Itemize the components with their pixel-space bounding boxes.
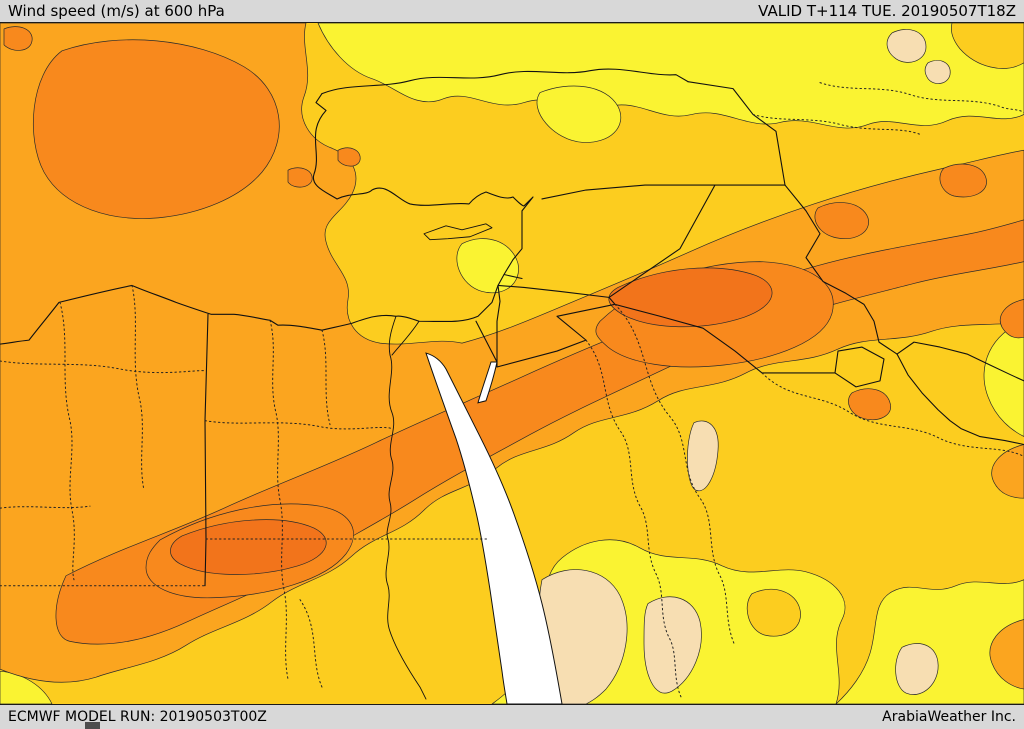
jordan-saudi-zigzag xyxy=(475,284,616,368)
header-bar: Wind speed (m/s) at 600 hPa VALID T+114 … xyxy=(0,0,1024,22)
contour-darkorange-topleft-spot xyxy=(3,26,33,51)
dotted-libya-egypt-admin xyxy=(0,284,393,680)
persian-gulf-south-coast xyxy=(896,353,1024,446)
contour-yellow-syria-patch xyxy=(456,238,519,294)
contour-deeporange-egypt-core xyxy=(170,519,327,575)
wind-speed-contour-map xyxy=(0,23,1024,704)
contour-deeporange-iraq-core xyxy=(608,267,773,328)
contour-cream-sudan-b xyxy=(643,596,702,694)
egypt-libya-border xyxy=(204,313,209,587)
turkey-syria-iraq-borders xyxy=(497,184,786,298)
contour-darkorange-small-spot xyxy=(337,147,361,167)
valid-time-label: VALID T+114 TUE. 20190507T18Z xyxy=(758,2,1016,20)
nile-river xyxy=(385,315,427,700)
dotted-arabia-admin xyxy=(585,303,1024,700)
contour-darkorange-ne-spot-a xyxy=(814,202,869,239)
contour-cream-topright-b xyxy=(924,60,951,84)
iran-iraq-border xyxy=(784,184,898,355)
contour-darkorange-northwest-blob xyxy=(33,39,280,219)
deep-orange-cores xyxy=(170,267,773,575)
contour-gold-bottom-patch xyxy=(746,589,801,637)
contour-darkorange-ne-spot-b xyxy=(939,163,987,198)
contour-darkorange-right-edge-spot xyxy=(1000,299,1024,339)
dotted-sudan-lines xyxy=(0,505,489,688)
bottom-edge-marker xyxy=(85,722,100,729)
contour-darkorange-cyprus-spot xyxy=(287,167,313,188)
contour-yellow-bottom-right xyxy=(835,579,1024,704)
contour-yellow-top-band xyxy=(317,23,1024,129)
map-area xyxy=(0,22,1024,705)
contour-cream-topright-a xyxy=(886,29,927,63)
contour-yellow-anatolia-patch xyxy=(536,85,622,143)
footer-bar: ECMWF MODEL RUN: 20190503T00Z ArabiaWeat… xyxy=(0,705,1024,729)
dotted-northeast-lines xyxy=(752,82,1024,135)
provider-credit: ArabiaWeather Inc. xyxy=(882,709,1016,725)
aegean-coast xyxy=(312,93,338,200)
map-title: Wind speed (m/s) at 600 hPa xyxy=(8,2,225,20)
contour-orange-right-edge-blob xyxy=(991,444,1024,499)
black-sea-coast xyxy=(321,68,689,95)
red-sea xyxy=(425,352,563,704)
contour-gold-top-right-corner xyxy=(950,23,1024,69)
contour-orange-bottom-right-blob xyxy=(989,619,1024,690)
dotted-boundaries xyxy=(0,82,1024,700)
gulf-of-aqaba xyxy=(477,361,498,404)
contour-cream-bottomright xyxy=(895,643,939,695)
iraq-saudi-kuwait-borders xyxy=(614,303,885,388)
contour-cream-arabia-strip xyxy=(687,420,719,492)
contour-yellow-right-mid xyxy=(983,320,1024,437)
persian-gulf-north-coast xyxy=(896,341,1024,382)
model-run-label: ECMWF MODEL RUN: 20190503T00Z xyxy=(8,709,267,725)
cyprus-island xyxy=(423,223,493,241)
sea-regions xyxy=(425,352,563,704)
contour-darkorange-saudi-spot xyxy=(848,388,892,420)
